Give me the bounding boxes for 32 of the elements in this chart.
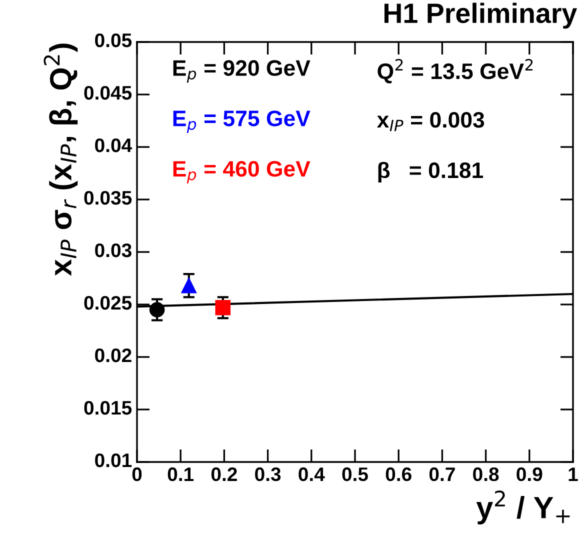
text: x$_{IP}$ σ$_{r}$ (x$_{IP}$, β, Q$^{2}$) [44,44,78,276]
x-tick-label: 0.8 [473,467,499,482]
x-axis-title: y$^{2}$ / Y$_{+}$ [476,490,570,524]
x-tick-label: 0 [132,467,142,482]
chart-title: H1 Preliminary [384,2,578,29]
y-tick-label: 0.025 [84,296,132,310]
y-tick-label: 0.02 [95,348,132,362]
point [181,278,197,294]
x-tick-label: 0.2 [211,467,237,482]
x-tick-label: 0.6 [386,467,412,482]
x-tick-label: 0.5 [342,467,368,482]
point [149,302,165,318]
y-tick-label: 0.035 [84,190,132,205]
point [215,300,231,316]
annotation: x$_{IP}$ = 0.003 [376,112,484,132]
x-tick-label: 0.3 [255,467,281,482]
x-tick-label: 1 [568,468,578,481]
y-tick-label: 0.01 [95,453,132,468]
x-tick-label: 0.4 [298,467,325,482]
legend-label: E$_{p}$ = 920 GeV [173,60,310,83]
x-tick-label: 0.9 [516,467,542,482]
annotation: Q$^{2}$ = 13.5 GeV$^{2}$ [378,58,533,84]
x-tick-label: 0.7 [429,467,455,482]
y-tick-label: 0.05 [95,33,132,48]
text: E$_{p}$ = 460 GeV [173,160,310,184]
y-tick-label: 0.015 [84,400,132,415]
x-tick-label: 0.1 [168,467,194,482]
annotation: β = 0.181 [378,162,484,183]
text: E$_{p}$ = 575 GeV [173,110,310,133]
y-tick-label: 0.03 [95,243,132,258]
y-tick-label: 0.045 [84,86,132,100]
y-tick-label: 0.04 [95,138,132,152]
